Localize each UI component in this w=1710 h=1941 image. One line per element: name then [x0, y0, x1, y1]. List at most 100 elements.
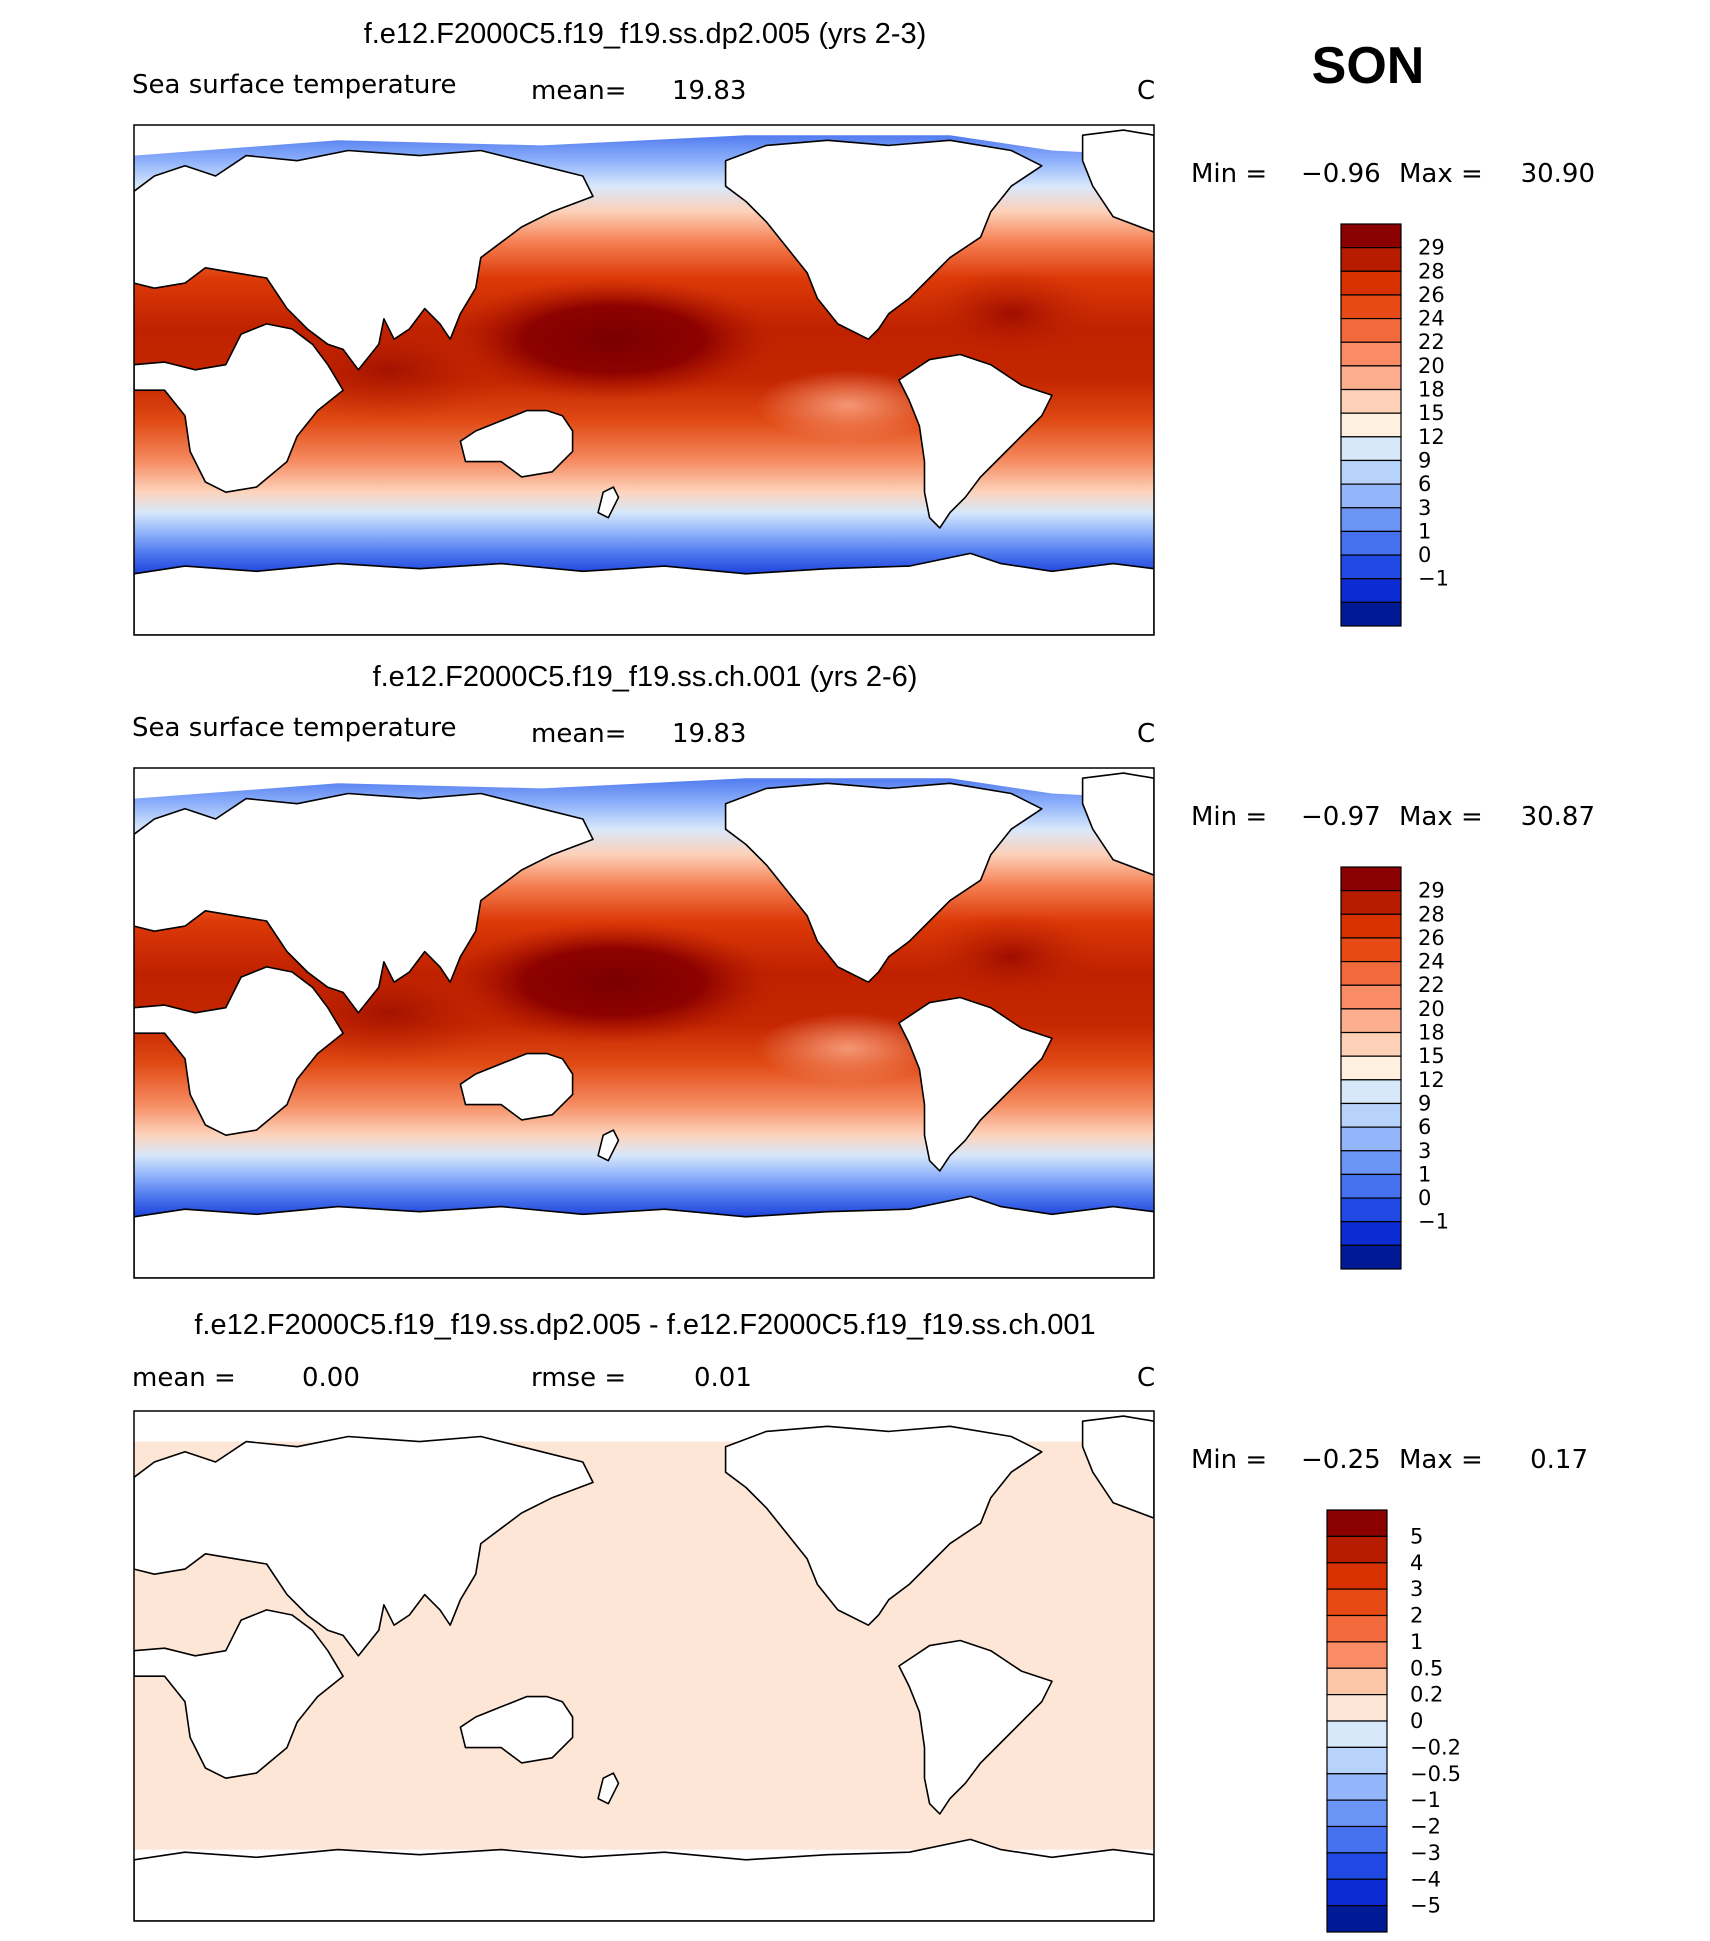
- greenland-land: [1081, 1415, 1154, 1519]
- colorbar-swatch: [1340, 247, 1402, 272]
- sst-field: [134, 768, 1154, 1278]
- colorbar-swatch: [1340, 317, 1402, 343]
- australia-land: [459, 409, 574, 478]
- colorbar-swatch: [1340, 388, 1402, 414]
- eurasia-land: [134, 149, 594, 371]
- colorbar-swatch: [1326, 1588, 1388, 1617]
- new-zealand-land: [597, 486, 620, 519]
- mean-value: 19.83: [672, 76, 746, 106]
- colorbar-tick-label: 15: [1418, 401, 1445, 425]
- season-label: SON: [1312, 37, 1425, 95]
- africa-land: [134, 966, 344, 1136]
- colorbar-tick-label: −5: [1410, 1894, 1441, 1918]
- colorbar-swatch: [1340, 1221, 1402, 1246]
- colorbar-swatch: [1340, 554, 1402, 580]
- colorbar-tick-label: 12: [1418, 1068, 1445, 1092]
- min-label: Min =: [1191, 802, 1267, 832]
- max-value: 30.87: [1521, 802, 1595, 832]
- colorbar-tick-label: 28: [1418, 259, 1445, 283]
- arctic-no-data: [134, 125, 1154, 156]
- variable-label: Sea surface temperature: [132, 70, 456, 100]
- panel-case1: f.e12.F2000C5.f19_f19.ss.dp2.005 (yrs 2-…: [132, 18, 1595, 636]
- colorbar-swatch: [1326, 1562, 1388, 1590]
- new-zealand-land: [597, 1129, 620, 1162]
- colorbar-tick-label: 24: [1418, 950, 1445, 974]
- colorbar-swatch: [1340, 436, 1402, 462]
- colorbar-swatch: [1326, 1799, 1388, 1828]
- rmse-label: rmse =: [531, 1363, 626, 1393]
- australia-land: [459, 1695, 574, 1764]
- colorbar-swatch: [1340, 984, 1402, 1010]
- colorbar-swatch: [1340, 341, 1402, 367]
- colorbar-swatch: [1326, 1535, 1388, 1564]
- colorbar-tick-label: 9: [1418, 449, 1431, 473]
- colorbar-tick-label: −0.2: [1410, 1735, 1461, 1759]
- mean-value: 19.83: [672, 719, 746, 749]
- max-label: Max =: [1399, 802, 1483, 832]
- panel-title: f.e12.F2000C5.f19_f19.ss.dp2.005 - f.e12…: [194, 1309, 1095, 1341]
- colorbar-swatch: [1326, 1746, 1388, 1775]
- panel-diff: f.e12.F2000C5.f19_f19.ss.dp2.005 - f.e12…: [132, 1309, 1588, 1933]
- colorbar-tick-label: 28: [1418, 902, 1445, 926]
- colorbar-tick-label: −4: [1410, 1867, 1441, 1891]
- colorbar-swatch: [1340, 1197, 1402, 1223]
- colorbar-swatch: [1340, 601, 1402, 627]
- colorbar-swatch: [1340, 937, 1402, 963]
- colorbar-tick-label: 3: [1418, 496, 1431, 520]
- colorbar-tick-label: 22: [1418, 973, 1445, 997]
- eurasia-land: [134, 1435, 594, 1657]
- colorbar-tick-label: 5: [1410, 1524, 1423, 1548]
- colorbar-tick-label: 3: [1410, 1577, 1423, 1601]
- colorbar-swatch: [1340, 1079, 1402, 1105]
- east-pacific-cool-tongue: [756, 369, 940, 442]
- colorbar-tick-label: 20: [1418, 997, 1445, 1021]
- colorbar-swatch: [1326, 1509, 1388, 1537]
- colorbar-tick-label: 0.5: [1410, 1656, 1443, 1680]
- colorbar-swatch: [1340, 530, 1402, 556]
- colorbar-tick-label: 18: [1418, 1021, 1445, 1045]
- colorbar-swatch: [1340, 1173, 1402, 1199]
- east-pacific-cool-tongue: [756, 1012, 940, 1085]
- colorbar-tick-label: 29: [1418, 236, 1445, 260]
- greenland-land: [1081, 129, 1154, 233]
- map-frame: [133, 124, 1155, 636]
- min-value: −0.97: [1301, 802, 1381, 832]
- colorbar-swatch: [1326, 1773, 1388, 1801]
- colorbar-tick-label: 26: [1418, 926, 1445, 950]
- colorbar-tick-label: 18: [1418, 378, 1445, 402]
- units-label: C: [1137, 76, 1155, 106]
- west-pacific-warm-pool: [450, 278, 777, 401]
- colorbar-swatch: [1340, 1102, 1402, 1128]
- colorbar-swatch: [1340, 1126, 1402, 1152]
- diff-mean-value: 0.00: [302, 1363, 360, 1393]
- colorbar-tick-label: 6: [1418, 1115, 1431, 1139]
- new-zealand-land: [597, 1772, 620, 1805]
- panel-title: f.e12.F2000C5.f19_f19.ss.ch.001 (yrs 2-6…: [373, 661, 918, 693]
- colorbar-tick-label: −0.5: [1410, 1762, 1461, 1786]
- colorbar-swatch: [1326, 1641, 1388, 1669]
- min-value: −0.96: [1301, 159, 1381, 189]
- colorbar-tick-label: 24: [1418, 307, 1445, 331]
- colorbar-swatch: [1340, 1150, 1402, 1176]
- colorbar-swatch: [1326, 1720, 1388, 1748]
- colorbar-swatch: [1340, 483, 1402, 509]
- min-value: −0.25: [1301, 1445, 1381, 1475]
- colorbar-swatch: [1326, 1694, 1388, 1722]
- colorbar-tick-label: −2: [1410, 1815, 1441, 1839]
- colorbar-tick-label: 1: [1418, 1162, 1431, 1186]
- rmse-value: 0.01: [694, 1363, 752, 1393]
- colorbar-swatch: [1340, 270, 1402, 296]
- colorbar-swatch: [1340, 412, 1402, 438]
- south-america-land: [898, 996, 1053, 1172]
- colorbar-tick-label: −1: [1410, 1788, 1441, 1812]
- colorbar-swatch: [1340, 578, 1402, 603]
- north-america-land: [724, 1425, 1043, 1626]
- colorbar-tick-label: 0: [1418, 1186, 1431, 1210]
- colorbar-tick-label: −3: [1410, 1841, 1441, 1865]
- mean-label: mean=: [531, 76, 627, 106]
- colorbar-swatch: [1326, 1667, 1388, 1696]
- diff-mean-label: mean =: [132, 1363, 236, 1393]
- colorbar-tick-label: 12: [1418, 425, 1445, 449]
- colorbar-tick-label: 6: [1418, 472, 1431, 496]
